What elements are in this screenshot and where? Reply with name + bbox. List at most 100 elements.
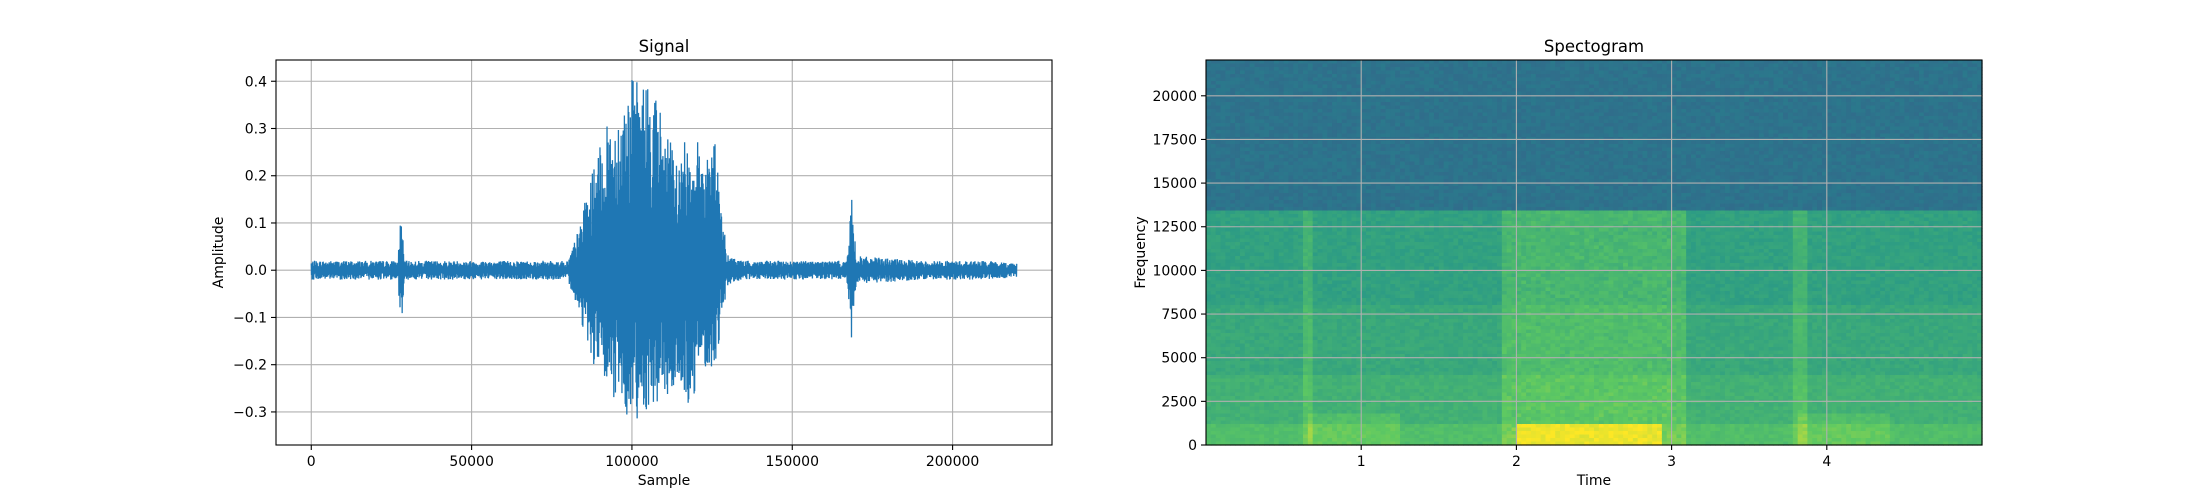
spectrogram-cell xyxy=(1235,77,1241,82)
spectrogram-cell xyxy=(1312,336,1319,341)
spectrogram-cell xyxy=(1404,238,1411,243)
spectrogram-cell xyxy=(1370,151,1377,156)
spectrogram-cell xyxy=(1249,280,1256,285)
spectrogram-cell xyxy=(1273,242,1280,247)
spectrogram-cell xyxy=(1278,161,1285,166)
spectrogram-cell xyxy=(1244,123,1251,128)
spectrogram-cell xyxy=(1356,105,1362,110)
spectrogram-cell xyxy=(1351,161,1357,166)
spectrogram-cell xyxy=(1404,294,1411,299)
spectrogram-cell xyxy=(1395,200,1401,205)
spectrogram-cell xyxy=(1346,158,1353,163)
spectrogram-cell xyxy=(1273,74,1280,79)
spectrogram-cell xyxy=(1210,385,1217,390)
spectrogram-cell xyxy=(1254,315,1260,320)
spectrogram-cell xyxy=(1259,417,1265,422)
spectrogram-cell xyxy=(1225,144,1231,149)
spectrogram-cell xyxy=(1395,382,1401,387)
spectrogram-cell xyxy=(1288,189,1294,194)
spectrogram-cell xyxy=(1322,434,1328,439)
spectrogram-cell xyxy=(1273,109,1280,114)
spectrogram-cell xyxy=(1419,298,1425,303)
spectrogram-cell xyxy=(1293,144,1299,149)
spectrogram-cell xyxy=(1283,350,1290,355)
spectrogram-cell xyxy=(1293,175,1299,180)
spectrogram-cell xyxy=(1404,186,1411,191)
spectrogram-cell xyxy=(1220,280,1226,285)
spectrogram-cell xyxy=(1346,126,1353,131)
spectrogram-cell xyxy=(1409,319,1416,324)
spectrogram-cell xyxy=(1239,182,1246,187)
spectrogram-cell xyxy=(1317,116,1323,121)
spectrogram-cell xyxy=(1317,168,1323,173)
spectrogram-cell xyxy=(1370,70,1377,75)
spectrogram-cell xyxy=(1239,193,1246,198)
spectrogram-cell xyxy=(1298,305,1304,310)
spectrogram-cell xyxy=(1332,420,1338,425)
spectrogram-cell xyxy=(1346,326,1353,331)
spectrogram-cell xyxy=(1312,343,1319,348)
spectrogram-cell xyxy=(1390,392,1396,397)
spectrogram-cell xyxy=(1273,354,1280,359)
spectrogram-cell xyxy=(1336,322,1343,327)
spectrogram-cell xyxy=(1327,74,1333,79)
spectrogram-cell xyxy=(1361,231,1367,236)
spectrogram-cell xyxy=(1395,347,1401,352)
spectrogram-cell xyxy=(1385,361,1391,366)
spectrogram-cell xyxy=(1356,210,1362,215)
spectrogram-cell xyxy=(1380,158,1387,163)
spectrogram-cell xyxy=(1235,63,1241,68)
spectrogram-cell xyxy=(1346,357,1353,362)
spectrogram-cell xyxy=(1283,123,1290,128)
spectrogram-cell xyxy=(1283,67,1290,72)
spectrogram-cell xyxy=(1370,168,1377,173)
spectrogram-cell xyxy=(1273,175,1280,180)
spectrogram-cell xyxy=(1225,98,1231,103)
spectrogram-cell xyxy=(1293,242,1299,247)
spectrogram-cell xyxy=(1283,326,1290,331)
spectrogram-cell xyxy=(1370,333,1377,338)
spectrogram-cell xyxy=(1264,357,1270,362)
spectrogram-cell xyxy=(1264,343,1270,348)
spectrogram-cell xyxy=(1390,119,1396,124)
spectrogram-cell xyxy=(1361,273,1367,278)
spectrogram-cell xyxy=(1312,172,1319,177)
spectrogram-cell xyxy=(1273,305,1280,310)
spectrogram-cell xyxy=(1225,95,1231,100)
spectrogram-cell xyxy=(1259,70,1265,75)
spectrogram-cell xyxy=(1278,228,1285,233)
spectrogram-cell xyxy=(1370,140,1377,145)
spectrogram-cell xyxy=(1254,161,1260,166)
spectrogram-cell xyxy=(1366,172,1372,177)
spectrogram-cell xyxy=(1375,168,1382,173)
spectrogram-cell xyxy=(1390,284,1396,289)
spectrogram-cell xyxy=(1317,266,1323,271)
spectrogram-cell xyxy=(1278,305,1285,310)
spectrogram-cell xyxy=(1327,294,1333,299)
spectrogram-cell xyxy=(1230,242,1236,247)
spectrogram-cell xyxy=(1346,172,1353,177)
spectrogram-cell xyxy=(1380,144,1387,149)
spectrogram-cell xyxy=(1366,193,1372,198)
spectrogram-cell xyxy=(1225,280,1231,285)
spectrogram-cell xyxy=(1254,98,1260,103)
spectrogram-cell xyxy=(1206,389,1212,394)
spectrogram-cell xyxy=(1288,273,1294,278)
spectrogram-cell xyxy=(1235,200,1241,205)
spectrogram-cell xyxy=(1259,249,1265,254)
spectrogram-cell xyxy=(1327,70,1333,75)
spectrogram-cell xyxy=(1264,438,1270,443)
spectrogram-cell xyxy=(1341,77,1348,82)
spectrogram-cell xyxy=(1303,326,1309,331)
spectrogram-cell xyxy=(1210,245,1217,250)
spectrogram-cell xyxy=(1317,343,1323,348)
spectrogram-cell xyxy=(1312,378,1319,383)
spectrogram-cell xyxy=(1336,378,1343,383)
spectrogram-cell xyxy=(1298,203,1304,208)
spectrogram-cell xyxy=(1375,95,1382,100)
spectrogram-cell xyxy=(1269,245,1275,250)
spectrogram-cell xyxy=(1361,427,1367,432)
spectrogram-cell xyxy=(1414,126,1420,131)
spectrogram-cell xyxy=(1336,200,1343,205)
spectrogram-cell xyxy=(1264,105,1270,110)
